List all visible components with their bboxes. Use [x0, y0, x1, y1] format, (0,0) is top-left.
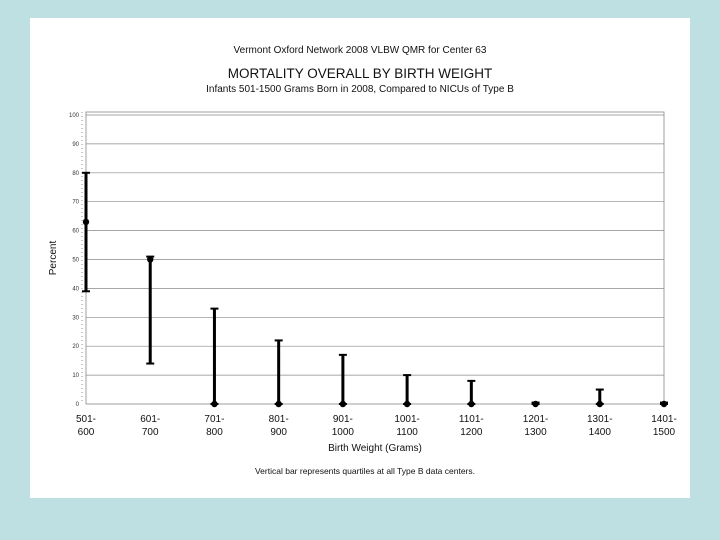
x-tick-label: 900 [270, 427, 287, 438]
y-tick-label: 40 [72, 286, 79, 292]
y-tick-label: 60 [72, 229, 79, 235]
center-point [660, 400, 668, 408]
x-tick-label: 1200 [460, 427, 483, 438]
chart-subtitle: Infants 501-1500 Grams Born in 2008, Com… [206, 84, 514, 95]
y-tick-label: 0 [76, 402, 80, 408]
x-tick-label: 601- [140, 414, 160, 425]
x-tick-label: 501- [76, 414, 96, 425]
center-point [339, 400, 347, 408]
chart-title: MORTALITY OVERALL BY BIRTH WEIGHT [228, 66, 493, 81]
x-tick-label: 1301- [587, 414, 613, 425]
x-tick-label: 1400 [589, 427, 612, 438]
y-axis-label: Percent [48, 241, 59, 276]
y-tick-label: 80 [72, 171, 79, 177]
x-tick-label: 1300 [524, 427, 547, 438]
y-tick-label: 70 [72, 200, 79, 206]
center-point [147, 256, 154, 263]
x-tick-label: 1000 [332, 427, 355, 438]
y-tick-label: 50 [72, 258, 79, 264]
x-tick-label: 1500 [653, 427, 676, 438]
y-tick-label: 90 [72, 142, 79, 148]
x-axis-label: Birth Weight (Grams) [328, 443, 422, 454]
x-tick-label: 1001- [394, 414, 420, 425]
y-tick-label: 10 [72, 373, 79, 379]
center-point [275, 400, 282, 408]
center-point [468, 400, 475, 408]
y-tick-label: 30 [72, 315, 79, 321]
center-point [82, 218, 90, 226]
x-tick-label: 801- [269, 414, 289, 425]
center-point [596, 400, 603, 408]
x-tick-label: 800 [206, 427, 223, 438]
x-tick-label: 1101- [459, 414, 484, 425]
x-tick-label: 1401- [651, 414, 677, 425]
chart-supertitle: Vermont Oxford Network 2008 VLBW QMR for… [234, 45, 487, 56]
y-tick-label: 20 [72, 344, 79, 350]
mortality-chart: Vermont Oxford Network 2008 VLBW QMR for… [48, 45, 677, 476]
x-tick-label: 901- [333, 414, 353, 425]
x-tick-label: 700 [142, 427, 159, 438]
center-point [211, 400, 218, 408]
center-point [403, 400, 411, 408]
x-tick-label: 701- [204, 414, 224, 425]
center-point [532, 400, 539, 408]
x-tick-label: 1201- [523, 414, 549, 425]
x-tick-label: 1100 [396, 427, 418, 438]
chart-footnote: Vertical bar represents quartiles at all… [255, 466, 475, 476]
slide: Vermont Oxford Network 2008 VLBW QMR for… [30, 18, 690, 498]
plot-area [85, 111, 665, 405]
y-tick-label: 100 [69, 113, 80, 119]
x-tick-label: 600 [78, 427, 95, 438]
